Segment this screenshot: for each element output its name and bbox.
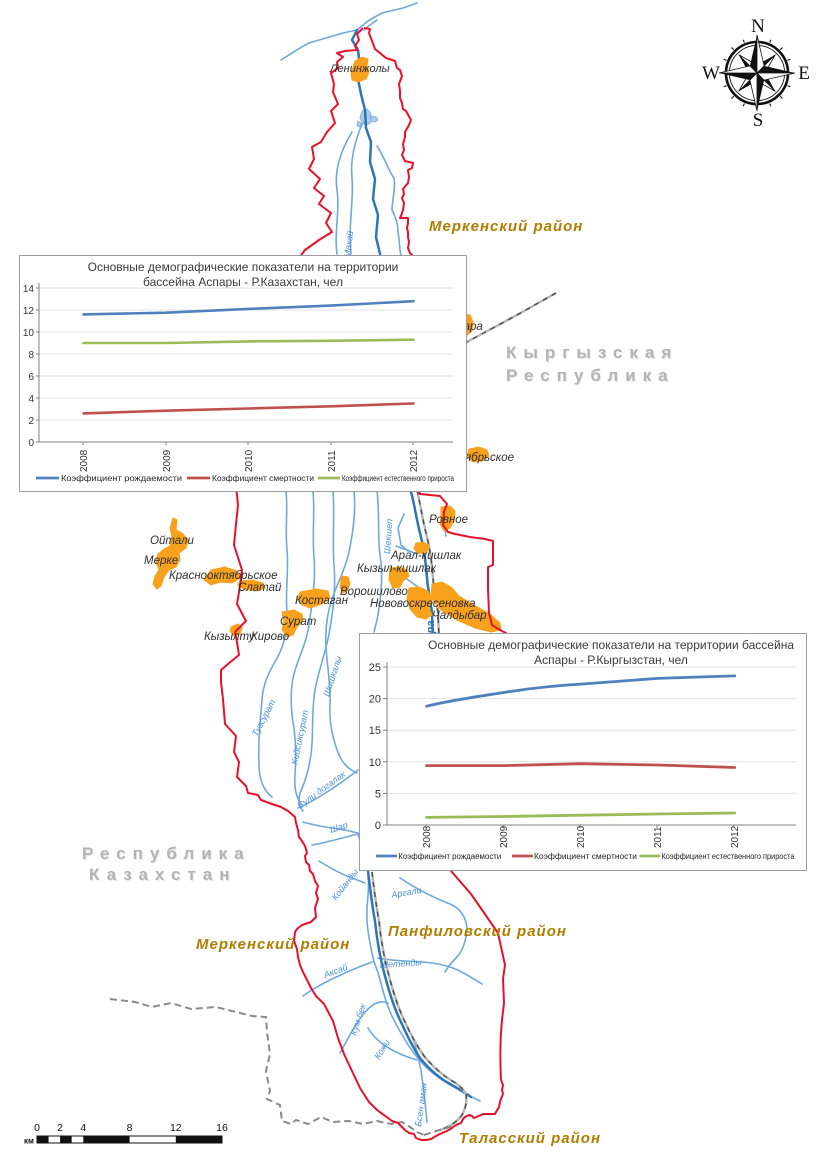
svg-text:E: E bbox=[798, 63, 810, 84]
svg-text:16: 16 bbox=[216, 1122, 228, 1134]
svg-text:25: 25 bbox=[369, 662, 381, 674]
svg-text:0: 0 bbox=[375, 820, 381, 832]
svg-text:Кирово: Кирово bbox=[251, 631, 290, 643]
svg-text:Тузсурат: Тузсурат bbox=[250, 697, 278, 738]
svg-text:0: 0 bbox=[28, 438, 34, 449]
svg-text:2008: 2008 bbox=[79, 449, 90, 472]
svg-text:10: 10 bbox=[23, 328, 35, 339]
svg-text:Коэффициент рождаемости: Коэффициент рождаемости bbox=[61, 474, 182, 483]
svg-text:10: 10 bbox=[369, 757, 381, 769]
svg-text:W: W bbox=[702, 63, 720, 84]
svg-text:2012: 2012 bbox=[409, 449, 420, 472]
svg-text:2012: 2012 bbox=[730, 825, 741, 848]
svg-text:Коэффициент естественного прир: Коэффициент естественного прироста bbox=[662, 852, 796, 861]
svg-text:2008: 2008 bbox=[422, 825, 433, 848]
svg-text:Мерке: Мерке bbox=[144, 555, 178, 567]
svg-text:2: 2 bbox=[57, 1122, 63, 1134]
svg-text:Шетенды: Шетенды bbox=[379, 957, 422, 970]
svg-text:Койанды: Койанды bbox=[330, 867, 361, 903]
svg-text:12: 12 bbox=[170, 1122, 182, 1134]
svg-text:Арал-кишлак: Арал-кишлак bbox=[390, 550, 462, 562]
svg-text:Слатай: Слатай bbox=[238, 582, 282, 594]
svg-text:4: 4 bbox=[28, 394, 34, 405]
svg-text:S: S bbox=[753, 110, 764, 127]
svg-text:Махай: Махай bbox=[342, 230, 355, 258]
svg-text:8: 8 bbox=[28, 350, 34, 361]
svg-text:Костаган: Костаган bbox=[295, 595, 349, 607]
svg-text:20: 20 bbox=[369, 694, 381, 706]
svg-text:Шекшеп: Шекшеп bbox=[382, 519, 394, 555]
svg-text:6: 6 bbox=[28, 372, 34, 383]
svg-text:2011: 2011 bbox=[327, 450, 338, 472]
svg-text:Шар: Шар bbox=[329, 820, 349, 835]
svg-text:Коэффициент рождаемости: Коэффициент рождаемости bbox=[398, 852, 501, 861]
svg-text:Сули догалак: Сули догалак bbox=[295, 769, 348, 811]
svg-text:4: 4 bbox=[80, 1122, 86, 1134]
svg-text:Кызылту: Кызылту bbox=[204, 631, 256, 643]
svg-text:Ровное: Ровное bbox=[429, 514, 468, 526]
svg-text:Ойтали: Ойтали bbox=[150, 535, 195, 547]
svg-text:Краснооктябрьское: Краснооктябрьское bbox=[169, 570, 277, 582]
svg-text:Кожи: Кожи bbox=[372, 1038, 392, 1061]
svg-text:Шишкалы: Шишкалы bbox=[321, 655, 343, 698]
svg-text:12: 12 bbox=[23, 306, 35, 317]
svg-text:2010: 2010 bbox=[576, 825, 587, 848]
svg-text:15: 15 bbox=[369, 725, 381, 737]
svg-text:Кум бек: Кум бек bbox=[348, 1002, 368, 1037]
svg-text:Ворошилово: Ворошилово bbox=[340, 586, 408, 598]
svg-text:2011: 2011 bbox=[653, 826, 664, 848]
svg-text:Сурат: Сурат bbox=[280, 616, 317, 628]
svg-text:14: 14 bbox=[23, 284, 35, 295]
svg-text:2009: 2009 bbox=[162, 449, 173, 472]
svg-text:2: 2 bbox=[28, 416, 34, 427]
svg-text:Кызыл-кишлак: Кызыл-кишлак bbox=[357, 563, 437, 575]
svg-text:Ленинжолы: Ленинжолы bbox=[329, 63, 390, 75]
svg-text:Коэффициент смертности: Коэффициент смертности bbox=[534, 852, 637, 861]
svg-text:0: 0 bbox=[34, 1122, 40, 1134]
svg-text:Аргали: Аргали bbox=[390, 885, 423, 900]
svg-text:2009: 2009 bbox=[499, 825, 510, 848]
svg-text:2010: 2010 bbox=[244, 449, 255, 472]
svg-text:Нововоскресеновка: Нововоскресеновка bbox=[370, 598, 476, 610]
svg-text:N: N bbox=[751, 17, 765, 37]
svg-text:8: 8 bbox=[127, 1122, 133, 1134]
svg-text:Коэффициент естественного прир: Коэффициент естественного прироста bbox=[342, 474, 454, 483]
svg-text:км: км bbox=[24, 1137, 34, 1146]
svg-text:Коэффициент смертности: Коэффициент смертности bbox=[212, 474, 314, 483]
svg-text:5: 5 bbox=[375, 788, 381, 800]
svg-text:Чалдыбар: Чалдыбар bbox=[432, 610, 487, 622]
